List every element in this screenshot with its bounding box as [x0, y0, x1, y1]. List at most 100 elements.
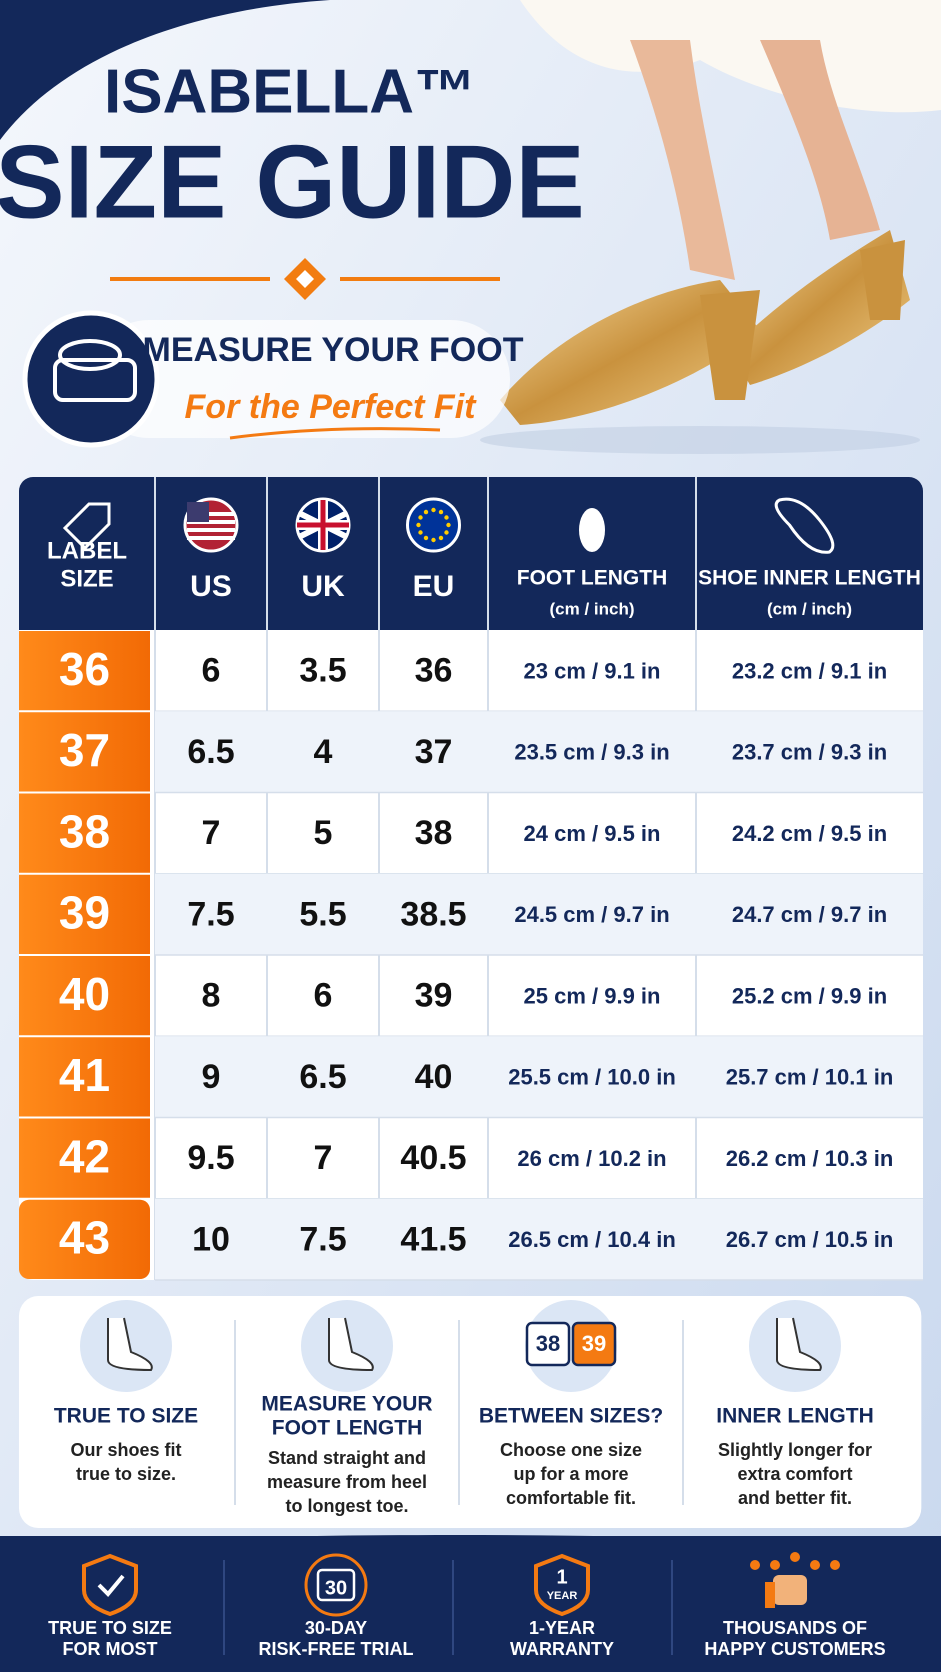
measure-badge — [22, 310, 510, 448]
size-cell: 6 — [202, 652, 221, 690]
size-cell: 26.7 cm / 10.5 in — [726, 1227, 894, 1252]
label-size: 40 — [59, 968, 110, 1020]
column-header: FOOT LENGTH — [517, 567, 668, 590]
size-cell: 41.5 — [400, 1220, 466, 1258]
column-header: LABEL — [47, 537, 127, 564]
size-cell: 23 cm / 9.1 in — [524, 658, 661, 683]
flag-stripe — [187, 528, 235, 532]
label-cell — [19, 712, 150, 792]
tip-icon — [328, 1317, 374, 1372]
size-cell: 9.5 — [187, 1139, 234, 1177]
thumb-cuff — [765, 1582, 775, 1608]
flag-icon — [406, 497, 461, 553]
star — [750, 1560, 760, 1570]
tip-text: measure from heel — [267, 1472, 427, 1492]
size-cell: 6.5 — [299, 1058, 346, 1096]
label-size: 36 — [59, 643, 110, 695]
flag-star — [438, 509, 444, 515]
tip-text: Our shoes fit — [70, 1440, 181, 1460]
size-cell: 6.5 — [187, 733, 234, 771]
size-cell: 8 — [202, 977, 221, 1015]
check-icon — [97, 1574, 125, 1597]
row-stripe — [155, 1198, 923, 1280]
tips-panel — [18, 1296, 922, 1528]
tip-icon — [776, 1317, 822, 1372]
star — [770, 1560, 780, 1570]
flag-star — [431, 537, 436, 543]
label-size: 42 — [59, 1130, 110, 1182]
flag-stripe — [187, 520, 235, 524]
label-size: 37 — [59, 724, 110, 776]
badge-label: RISK-FREE TRIAL — [259, 1639, 414, 1659]
size-cell: 37 — [415, 733, 453, 771]
tip-title: BETWEEN SIZES? — [479, 1405, 663, 1428]
column-unit: (cm / inch) — [767, 599, 852, 618]
tip-text: extra comfort — [737, 1464, 852, 1484]
badge-label: THOUSANDS OF — [723, 1618, 867, 1638]
flag-star — [444, 530, 449, 535]
badge-label: 1-YEAR — [529, 1618, 595, 1638]
divider — [110, 258, 500, 300]
label-size: 39 — [59, 887, 110, 939]
calendar-ring — [304, 1553, 368, 1617]
tip-title: FOOT LENGTH — [272, 1417, 423, 1440]
size-cell: 26.2 cm / 10.3 in — [726, 1146, 894, 1171]
size-cell: 25.2 cm / 9.9 in — [732, 983, 887, 1008]
size-cell: 36 — [415, 652, 453, 690]
size-cell: 7 — [202, 814, 221, 852]
foot-icon — [579, 508, 605, 552]
column-header: US — [190, 570, 232, 603]
size-cell: 7.5 — [299, 1220, 346, 1258]
label-cell — [19, 631, 150, 711]
label-cell — [19, 793, 150, 873]
size-cell: 5.5 — [299, 895, 346, 933]
measure-title: MEASURE YOUR FOOT — [143, 331, 524, 369]
size-cell: 5 — [314, 814, 333, 852]
flag-star — [416, 522, 421, 528]
shield-icon — [82, 1553, 138, 1617]
flag-star — [444, 515, 449, 520]
tip-text: Choose one size — [500, 1440, 642, 1460]
row-stripe — [155, 1036, 923, 1118]
size-cell: 23.5 cm / 9.3 in — [514, 740, 669, 765]
tip-title: INNER LENGTH — [716, 1405, 874, 1428]
flag-star — [438, 535, 444, 541]
tip-text: Slightly longer for — [718, 1440, 872, 1460]
label-size: 41 — [59, 1049, 110, 1101]
size-cell: 38 — [415, 814, 453, 852]
size-cell: 24.2 cm / 9.5 in — [732, 821, 887, 846]
column-unit: (cm / inch) — [549, 599, 634, 618]
measure-subtitle: For the Perfect Fit — [185, 388, 478, 426]
shoe-illustration — [480, 0, 941, 454]
column-header: SHOE INNER LENGTH — [698, 567, 921, 590]
badge-label: HAPPY CUSTOMERS — [704, 1639, 885, 1659]
label-cell — [19, 1199, 150, 1279]
size-cell: 10 — [192, 1220, 230, 1258]
star — [810, 1560, 820, 1570]
corner-shape — [0, 0, 330, 140]
title: SIZE GUIDE — [0, 124, 585, 240]
badge-icon-label: 30 — [325, 1577, 347, 1599]
underline — [229, 427, 441, 440]
size-cell: 7 — [314, 1139, 333, 1177]
size-cell: 38.5 — [400, 895, 466, 933]
badge-label: FOR MOST — [63, 1639, 158, 1659]
badge-icon-label: YEAR — [547, 1590, 578, 1602]
star — [790, 1552, 800, 1562]
tip-text: to longest toe. — [286, 1496, 409, 1516]
badge-label: WARRANTY — [510, 1639, 614, 1659]
badge-label: 30-DAY — [305, 1618, 367, 1638]
size-cell: 7.5 — [187, 895, 234, 933]
label-size: 38 — [59, 805, 110, 857]
size-cell: 24.7 cm / 9.7 in — [732, 902, 887, 927]
column-header: EU — [413, 570, 455, 603]
tip-text: comfortable fit. — [506, 1488, 636, 1508]
label-cell — [19, 1037, 150, 1117]
flag-stripe — [187, 512, 235, 516]
size-cell: 25.7 cm / 10.1 in — [726, 1065, 894, 1090]
flag-star — [418, 515, 423, 520]
size-box — [571, 1321, 617, 1367]
size-cell: 25 cm / 9.9 in — [524, 983, 661, 1008]
